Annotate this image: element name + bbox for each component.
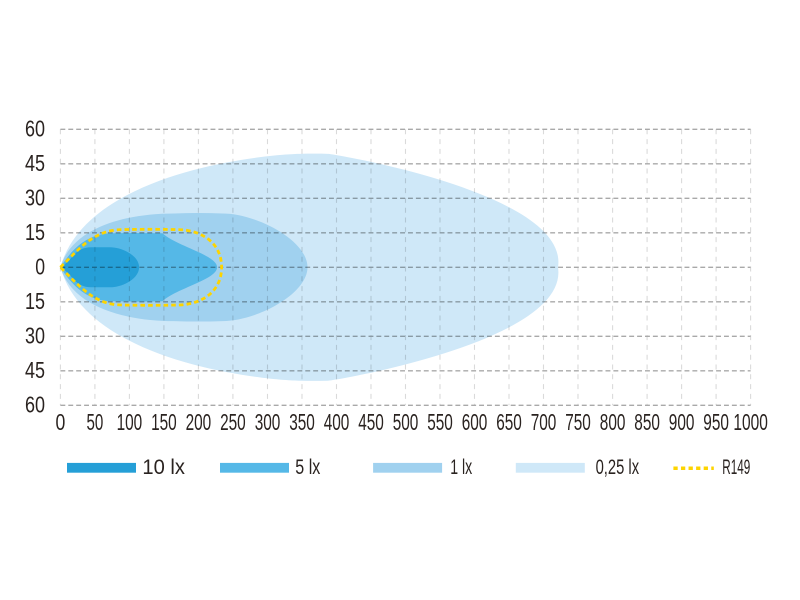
svg-text:700: 700 bbox=[531, 409, 557, 435]
svg-text:R149: R149 bbox=[722, 455, 750, 479]
svg-text:0: 0 bbox=[56, 409, 66, 435]
svg-text:15: 15 bbox=[25, 219, 45, 245]
svg-text:300: 300 bbox=[255, 409, 281, 435]
svg-text:350: 350 bbox=[289, 409, 315, 435]
svg-text:45: 45 bbox=[25, 357, 45, 383]
svg-text:50: 50 bbox=[87, 409, 104, 435]
svg-text:150: 150 bbox=[151, 409, 177, 435]
svg-text:200: 200 bbox=[186, 409, 212, 435]
svg-text:60: 60 bbox=[25, 116, 45, 142]
svg-text:60: 60 bbox=[25, 392, 45, 418]
svg-text:850: 850 bbox=[634, 409, 660, 435]
svg-text:650: 650 bbox=[496, 409, 522, 435]
svg-text:0,25 lx: 0,25 lx bbox=[596, 455, 640, 479]
svg-text:100: 100 bbox=[117, 409, 143, 435]
svg-text:10 lx: 10 lx bbox=[142, 455, 185, 479]
svg-text:30: 30 bbox=[25, 185, 45, 211]
svg-text:500: 500 bbox=[393, 409, 419, 435]
svg-text:5 lx: 5 lx bbox=[295, 455, 320, 479]
svg-text:950: 950 bbox=[703, 409, 729, 435]
svg-text:450: 450 bbox=[358, 409, 384, 435]
svg-text:800: 800 bbox=[600, 409, 626, 435]
svg-text:15: 15 bbox=[25, 288, 45, 314]
svg-text:250: 250 bbox=[220, 409, 246, 435]
svg-text:1 lx: 1 lx bbox=[450, 455, 472, 479]
svg-text:1000: 1000 bbox=[733, 409, 767, 435]
svg-text:30: 30 bbox=[25, 323, 45, 349]
svg-text:400: 400 bbox=[324, 409, 350, 435]
svg-text:600: 600 bbox=[462, 409, 488, 435]
svg-text:900: 900 bbox=[669, 409, 695, 435]
svg-text:45: 45 bbox=[25, 150, 45, 176]
svg-text:750: 750 bbox=[565, 409, 591, 435]
svg-text:0: 0 bbox=[35, 254, 45, 280]
svg-text:550: 550 bbox=[427, 409, 453, 435]
